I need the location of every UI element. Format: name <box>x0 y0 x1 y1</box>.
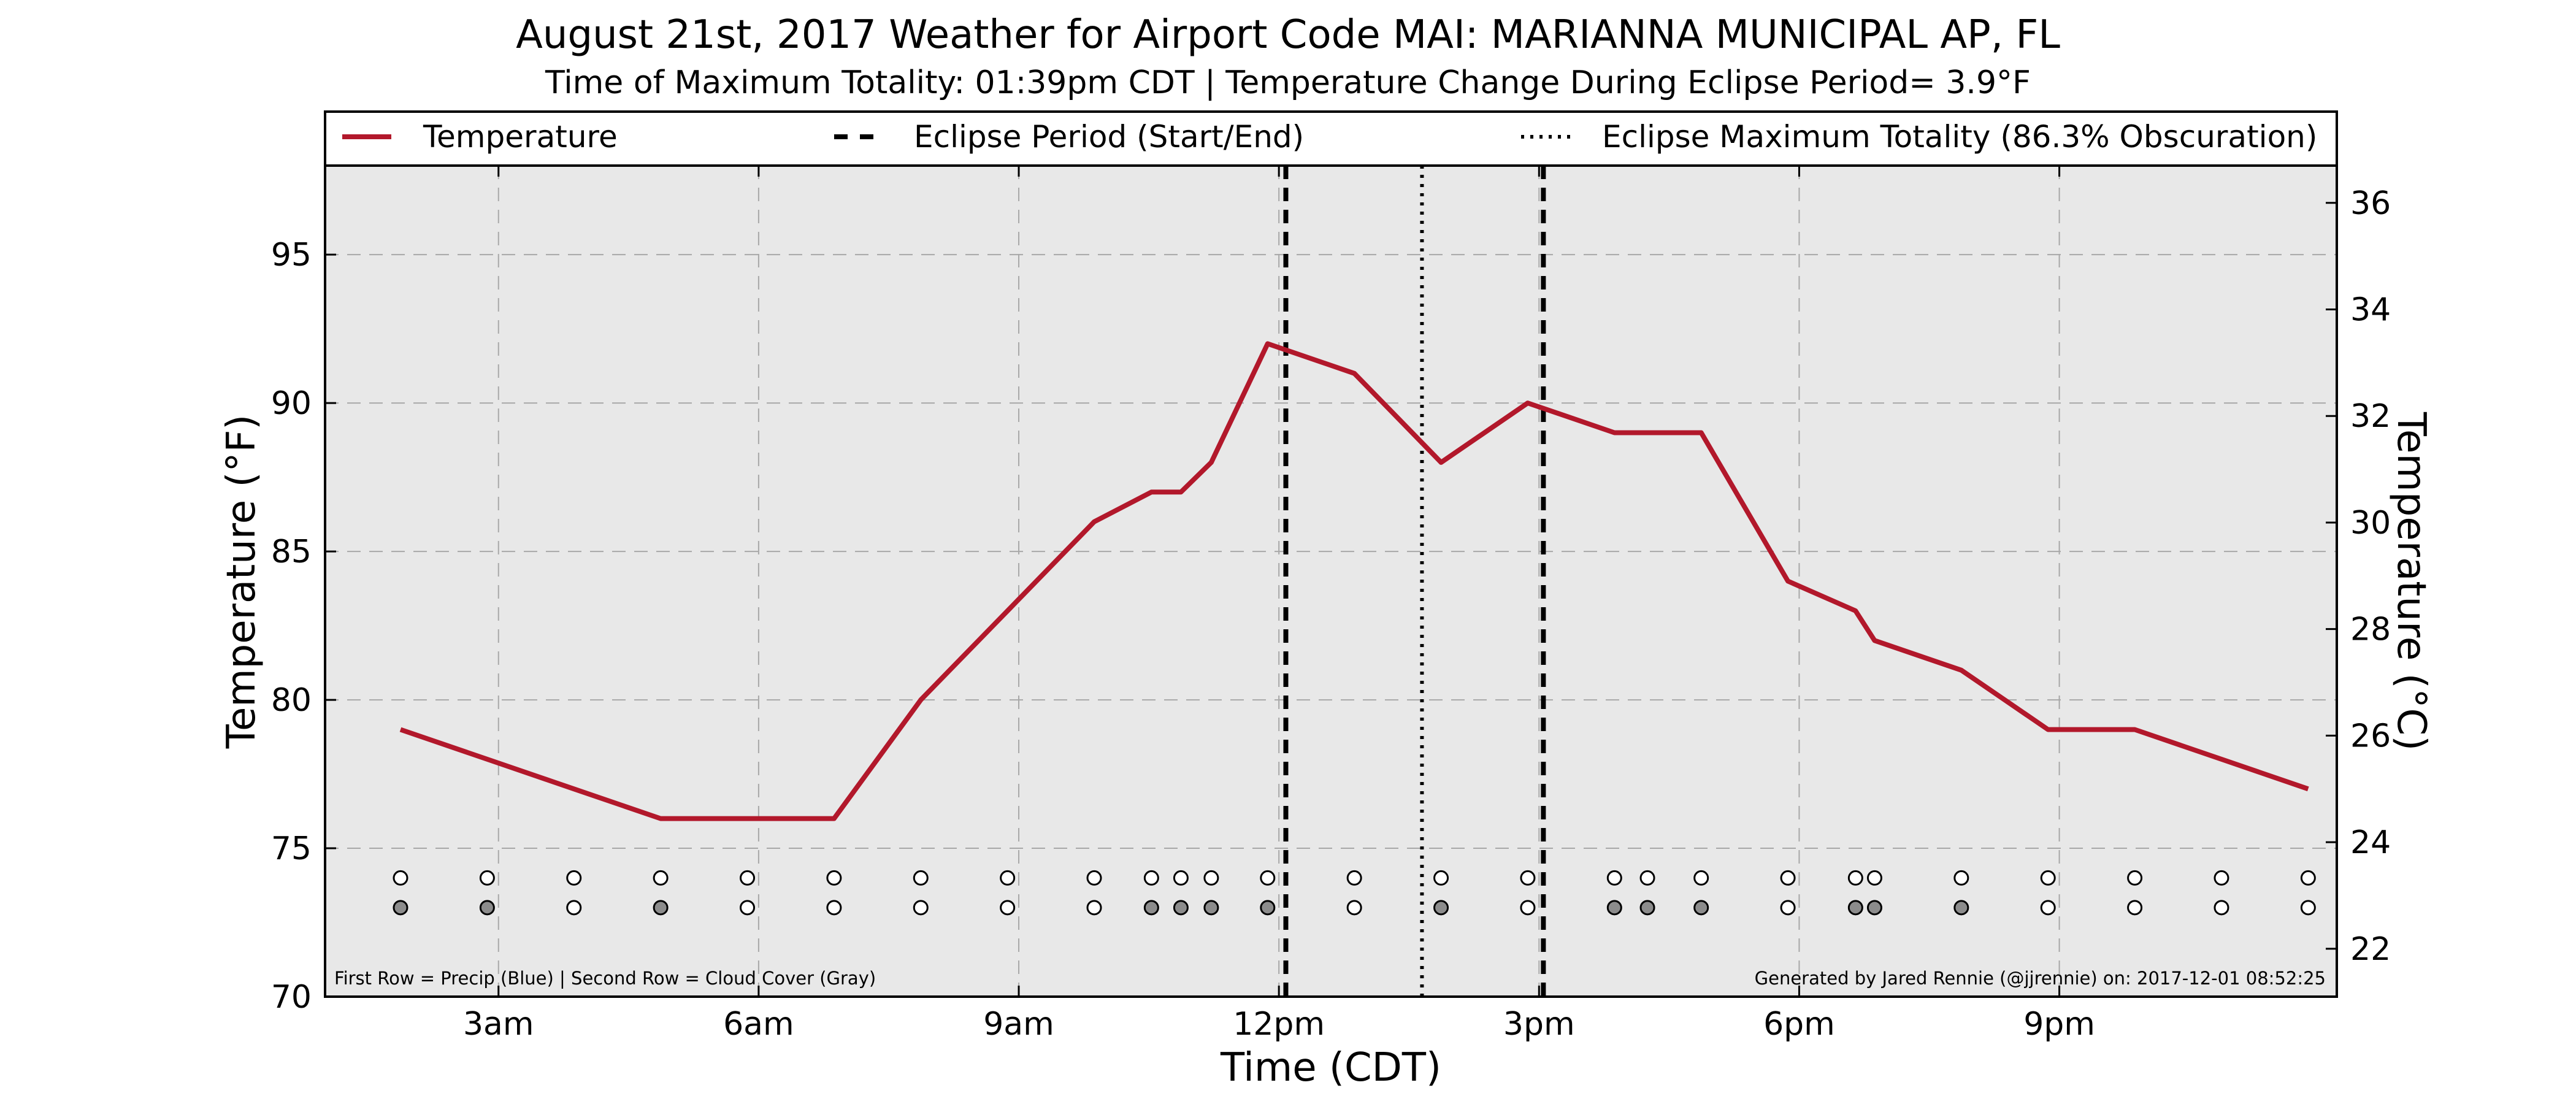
x-tick-label: 6am <box>723 1006 794 1043</box>
precip-marker <box>2300 870 2316 886</box>
legend-eclipse-max-label: Eclipse Maximum Totality (86.3% Obscurat… <box>1602 119 2317 155</box>
precip-marker <box>653 870 669 886</box>
cloud-cover-marker <box>826 900 842 916</box>
precip-marker <box>1143 870 1159 886</box>
cloud-cover-marker <box>1693 900 1709 916</box>
y-tick-label: 90 <box>271 385 312 422</box>
y-tick-label: 75 <box>271 830 312 867</box>
precip-marker <box>2040 870 2056 886</box>
legend-eclipse-period-label: Eclipse Period (Start/End) <box>914 119 1304 155</box>
y-right-tick-label: 30 <box>2350 505 2391 542</box>
precip-marker <box>1203 870 1219 886</box>
precip-marker <box>1520 870 1536 886</box>
y-tick-label: 80 <box>271 682 312 719</box>
cloud-cover-marker <box>1173 900 1189 916</box>
x-tick-label: 6pm <box>1763 1006 1835 1043</box>
cloud-cover-marker <box>1606 900 1622 916</box>
cloud-cover-marker <box>740 900 756 916</box>
footnote-right: Generated by Jared Rennie (@jjrennie) on… <box>1755 968 2326 989</box>
precip-marker <box>2214 870 2229 886</box>
legend-temperature-label: Temperature <box>423 119 618 155</box>
y-axis-label-right: Temperature (°C) <box>2388 412 2434 751</box>
precip-marker <box>1000 870 1016 886</box>
observation-markers <box>393 870 2316 916</box>
precip-marker <box>1346 870 1362 886</box>
precip-marker <box>1173 870 1189 886</box>
cloud-cover-marker <box>1346 900 1362 916</box>
precip-marker <box>479 870 495 886</box>
y-tick-label: 95 <box>271 237 312 274</box>
cloud-cover-marker <box>1260 900 1276 916</box>
cloud-cover-marker <box>393 900 408 916</box>
y-right-tick-label: 34 <box>2350 292 2391 329</box>
y-tick-label: 70 <box>271 979 312 1016</box>
cloud-cover-marker <box>2214 900 2229 916</box>
x-tick-label: 12pm <box>1233 1006 1325 1043</box>
precip-marker <box>913 870 929 886</box>
cloud-cover-marker <box>653 900 669 916</box>
precip-marker <box>393 870 408 886</box>
cloud-cover-marker <box>1847 900 1863 916</box>
footnote-left: First Row = Precip (Blue) | Second Row =… <box>334 968 876 989</box>
precip-marker <box>1433 870 1449 886</box>
cloud-cover-marker <box>479 900 495 916</box>
x-tick-label: 3pm <box>1503 1006 1575 1043</box>
cloud-cover-marker <box>1639 900 1655 916</box>
cloud-cover-marker <box>2300 900 2316 916</box>
precip-marker <box>1847 870 1863 886</box>
y-right-tick-label: 24 <box>2350 824 2391 861</box>
y-tick-label: 85 <box>271 534 312 570</box>
y-right-tick-label: 26 <box>2350 718 2391 754</box>
cloud-cover-marker <box>1780 900 1796 916</box>
precip-marker <box>1260 870 1276 886</box>
precip-marker <box>1639 870 1655 886</box>
y-axis-label-left: Temperature (°F) <box>219 415 264 749</box>
cloud-cover-marker <box>566 900 582 916</box>
precip-marker <box>1780 870 1796 886</box>
y-right-tick-label: 22 <box>2350 931 2391 968</box>
cloud-cover-marker <box>913 900 929 916</box>
x-tick-label: 3am <box>463 1006 534 1043</box>
cloud-cover-marker <box>1000 900 1016 916</box>
chart-subtitle: Time of Maximum Totality: 01:39pm CDT | … <box>545 64 2031 101</box>
y-axis-ticks-right: 22 24 26 28 30 32 34 36 <box>2326 185 2391 968</box>
cloud-cover-marker <box>1866 900 1882 916</box>
eclipse-markers <box>1283 166 1546 997</box>
y-axis-ticks-left: 70 75 80 85 90 95 <box>271 237 336 1016</box>
cloud-cover-marker <box>1953 900 1969 916</box>
precip-marker <box>2127 870 2143 886</box>
precip-marker <box>1606 870 1622 886</box>
y-right-tick-label: 32 <box>2350 398 2391 435</box>
cloud-cover-marker <box>1203 900 1219 916</box>
precip-marker <box>1086 870 1102 886</box>
cloud-cover-marker <box>1520 900 1536 916</box>
legend: Temperature Eclipse Period (Start/End) E… <box>324 110 2338 167</box>
chart-title: August 21st, 2017 Weather for Airport Co… <box>516 12 2060 58</box>
cloud-cover-marker <box>2127 900 2143 916</box>
plot-area <box>325 166 2337 997</box>
y-right-tick-label: 28 <box>2350 611 2391 648</box>
legend-box <box>324 110 2338 167</box>
precip-marker <box>826 870 842 886</box>
y-right-tick-label: 36 <box>2350 185 2391 222</box>
temperature-line <box>399 341 2309 821</box>
precip-marker <box>1953 870 1969 886</box>
cloud-cover-marker <box>2040 900 2056 916</box>
precip-marker <box>1866 870 1882 886</box>
cloud-cover-marker <box>1433 900 1449 916</box>
cloud-cover-marker <box>1086 900 1102 916</box>
cloud-cover-marker <box>1143 900 1159 916</box>
x-tick-label: 9pm <box>2023 1006 2095 1043</box>
grid-lines <box>325 166 2337 997</box>
x-tick-label: 9am <box>983 1006 1054 1043</box>
precip-marker <box>566 870 582 886</box>
x-axis-label: Time (CDT) <box>1220 1045 1441 1091</box>
precip-marker <box>740 870 756 886</box>
precip-marker <box>1693 870 1709 886</box>
x-axis-ticks: 3am 6am 9am 12pm 3pm 6pm 9pm <box>463 166 2095 1043</box>
